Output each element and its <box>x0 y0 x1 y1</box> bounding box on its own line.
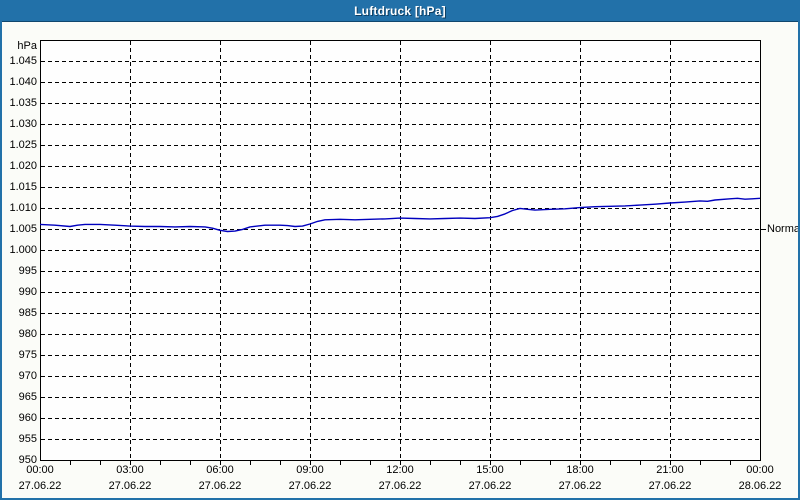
x-tick-time-label: 00:00 <box>746 464 774 476</box>
y-tick-label: 1.035 <box>9 97 37 109</box>
x-tick-date-label: 27.06.22 <box>198 480 242 492</box>
x-tick-time-label: 15:00 <box>476 464 504 476</box>
y-tick-label: 1.045 <box>9 55 37 67</box>
x-tick-date-label: 27.06.22 <box>558 480 602 492</box>
x-tick-time-label: 00:00 <box>26 464 54 476</box>
y-tick-label: 960 <box>18 412 37 424</box>
pressure-line-chart <box>40 40 761 465</box>
y-tick-label: 1.040 <box>9 76 37 88</box>
y-tick-label: 975 <box>18 349 37 361</box>
y-tick-label: 1.015 <box>9 181 37 193</box>
x-tick-time-label: 09:00 <box>296 464 324 476</box>
y-tick-label: 965 <box>18 391 37 403</box>
pressure-series-line <box>40 197 761 233</box>
x-tick-date-label: 28.06.22 <box>738 480 782 492</box>
x-tick-time-label: 06:00 <box>206 464 234 476</box>
x-tick-time-label: 18:00 <box>566 464 594 476</box>
normal-tick-icon <box>761 228 766 230</box>
y-tick-label: 1.010 <box>9 202 37 214</box>
normal-pressure-marker: Normal <box>761 222 800 236</box>
x-tick-date-label: 27.06.22 <box>108 480 152 492</box>
x-tick-time-label: 03:00 <box>116 464 144 476</box>
y-tick-label: 970 <box>18 370 37 382</box>
normal-label: Normal <box>767 223 800 235</box>
y-tick-label: 1.000 <box>9 244 37 256</box>
y-tick-label: 995 <box>18 265 37 277</box>
x-tick-date-label: 27.06.22 <box>378 480 422 492</box>
y-tick-label: 955 <box>18 433 37 445</box>
x-tick-time-label: 12:00 <box>386 464 414 476</box>
y-axis-unit-label: hPa <box>17 40 37 52</box>
window-titlebar: Luftdruck [hPa] <box>0 0 800 22</box>
window-title: Luftdruck [hPa] <box>354 3 446 18</box>
x-tick-date-label: 27.06.22 <box>18 480 62 492</box>
x-tick-date-label: 27.06.22 <box>288 480 332 492</box>
x-tick-date-label: 27.06.22 <box>648 480 692 492</box>
x-tick-time-label: 21:00 <box>656 464 684 476</box>
y-tick-label: 1.030 <box>9 118 37 130</box>
y-tick-label: 990 <box>18 286 37 298</box>
y-tick-label: 1.020 <box>9 160 37 172</box>
y-tick-label: 980 <box>18 328 37 340</box>
y-tick-label: 1.025 <box>9 139 37 151</box>
y-tick-label: 1.005 <box>9 223 37 235</box>
y-tick-label: 950 <box>18 454 37 466</box>
y-tick-label: 985 <box>18 307 37 319</box>
x-tick-date-label: 27.06.22 <box>468 480 512 492</box>
